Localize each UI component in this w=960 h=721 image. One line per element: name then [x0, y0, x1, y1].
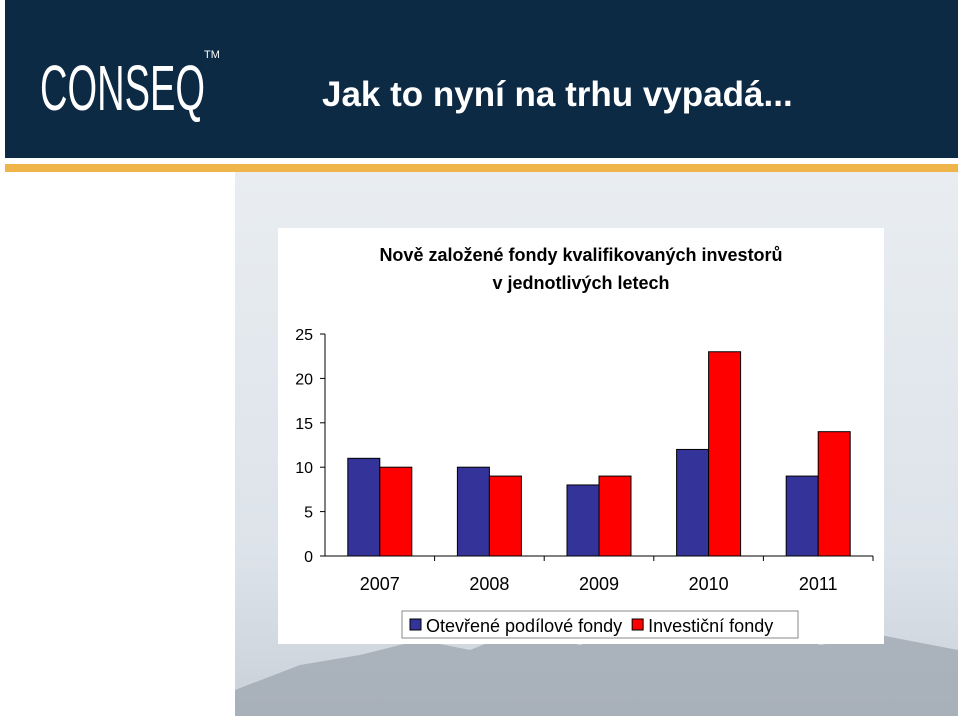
bar: [379, 466, 413, 557]
x-tick-label: 2007: [360, 574, 400, 594]
y-tick-label: 10: [295, 460, 313, 477]
logo: CONSEQ: [40, 52, 205, 124]
bar: [598, 475, 632, 557]
y-tick-label: 20: [295, 371, 313, 388]
x-tick-label: 2008: [469, 574, 509, 594]
legend-swatch: [631, 618, 644, 631]
bar: [708, 351, 742, 557]
bar: [676, 448, 710, 557]
logo-mark: TM: [204, 49, 220, 61]
bar: [785, 475, 819, 557]
legend-swatch: [409, 618, 422, 631]
x-tick-label: 2010: [689, 574, 729, 594]
x-tick-label: 2011: [799, 574, 838, 594]
header-bar: [5, 0, 958, 158]
y-tick-label: 5: [304, 505, 313, 522]
y-tick-label: 15: [295, 416, 313, 433]
bar: [347, 457, 381, 557]
bar: [456, 466, 490, 557]
chart-title: v jednotlivých letech: [492, 273, 669, 293]
chart-area: [278, 228, 884, 644]
x-tick-label: 2009: [579, 574, 619, 594]
legend-label: Investiční fondy: [648, 616, 773, 636]
slide-title: Jak to nyní na trhu vypadá...: [322, 75, 793, 114]
bar: [488, 475, 522, 557]
legend-box: [401, 610, 799, 639]
legend-label: Otevřené podílové fondy: [426, 616, 622, 636]
y-tick-label: 0: [304, 549, 313, 566]
bar: [566, 484, 600, 557]
bar: [817, 431, 851, 557]
chart-title: Nově založené fondy kvalifikovaných inve…: [379, 245, 782, 265]
accent-stripe: [5, 164, 958, 172]
y-tick-label: 25: [295, 327, 313, 344]
